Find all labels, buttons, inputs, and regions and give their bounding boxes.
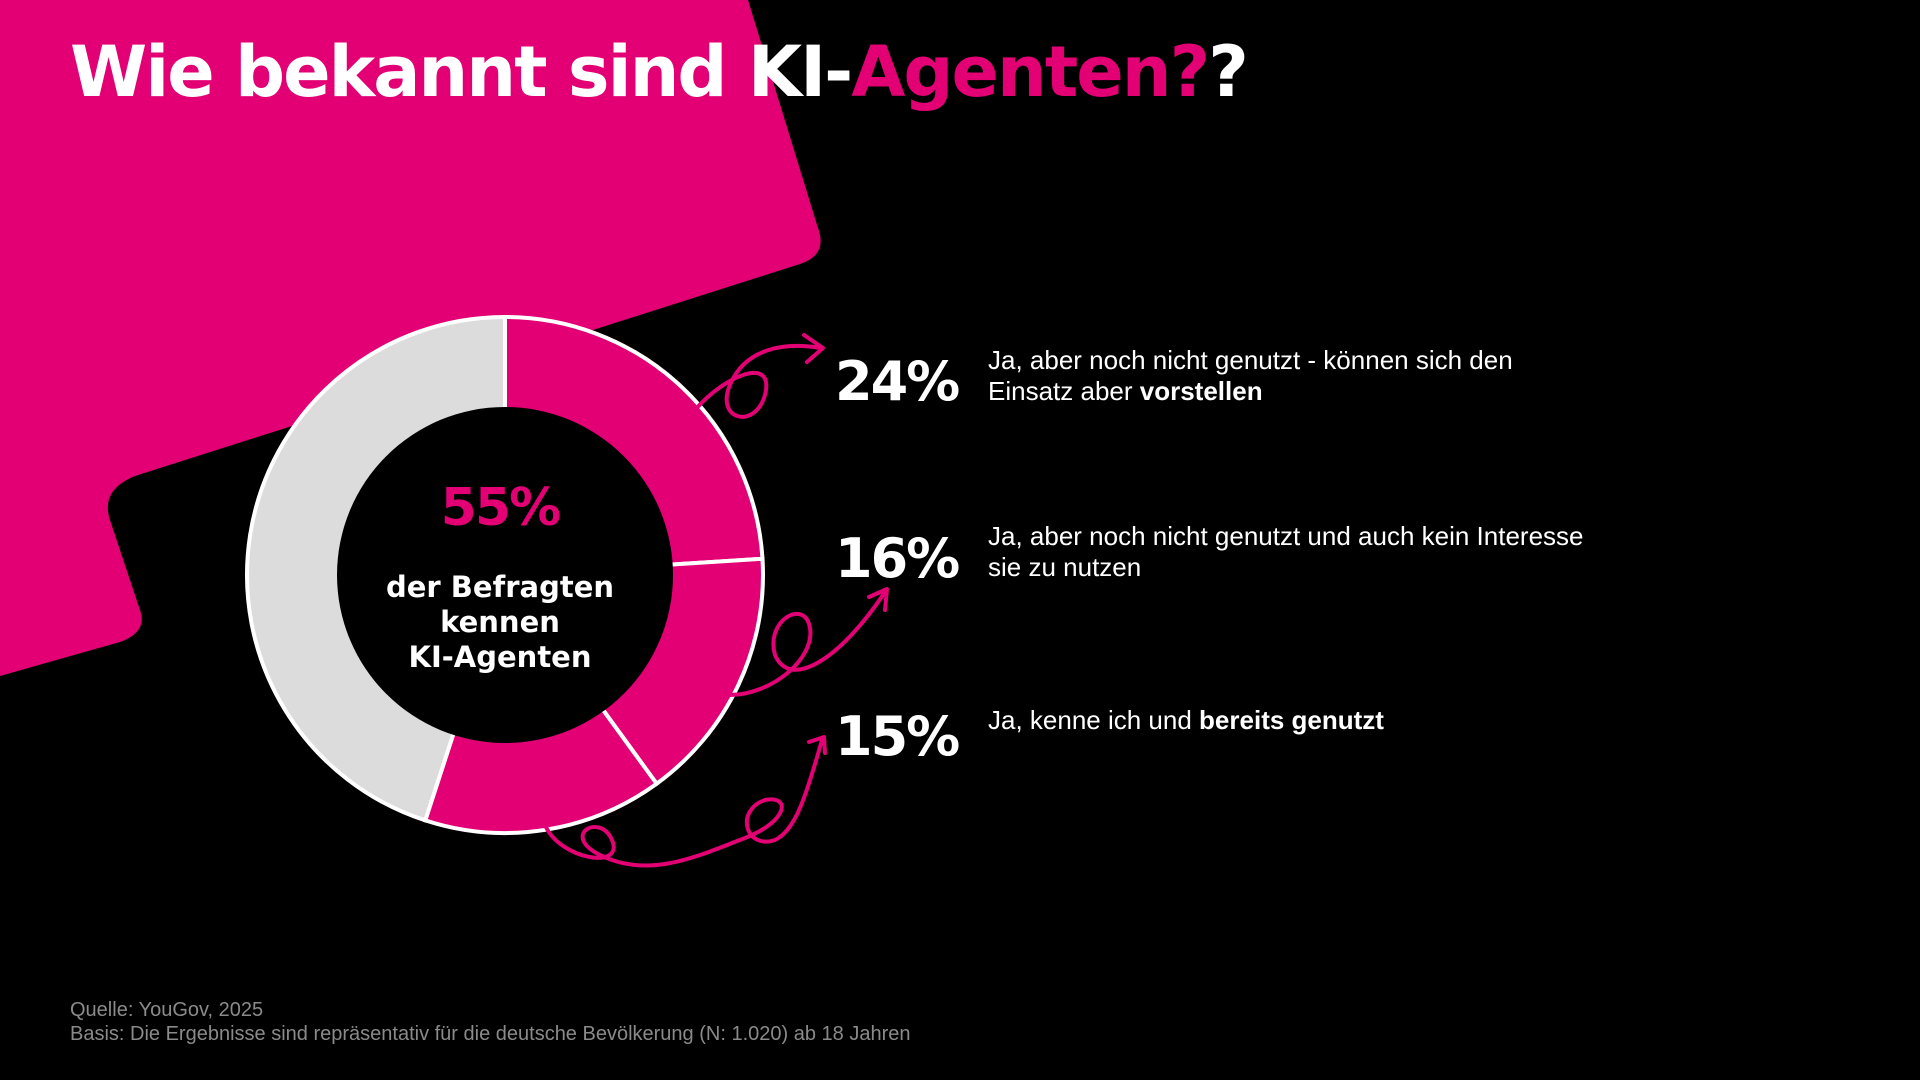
arrowhead-24 [802, 333, 825, 364]
center-label-line3: KI-Agenten [408, 640, 592, 674]
footer-basis: Basis: Die Ergebnisse sind repräsentativ… [70, 1023, 911, 1045]
arrow-15 [543, 738, 824, 868]
arrow-24 [693, 344, 822, 419]
stat-desc-16-line2-plain: sie zu nutzen [988, 552, 1142, 582]
title-part2: ? [1208, 31, 1249, 113]
center-label-line2: kennen [440, 605, 560, 639]
center-percent: 55% [440, 478, 561, 538]
stat-desc-16-line1: Ja, aber noch nicht genutzt und auch kei… [988, 521, 1584, 551]
stat-desc-24: Ja, aber noch nicht genutzt - können sic… [988, 345, 1688, 407]
stat-desc-15: Ja, kenne ich und bereits genutzt [988, 705, 1688, 736]
center-label-line1: der Befragten [385, 570, 615, 604]
footer: Quelle: YouGov, 2025 Basis: Die Ergebnis… [70, 998, 910, 1046]
stat-desc-16-line2: sie zu nutzen [988, 552, 1688, 583]
stat-desc-24-line2-bold: vorstellen [1139, 376, 1263, 406]
donut-hole [337, 407, 673, 743]
arrowhead-16 [867, 587, 889, 612]
stat-desc-24-line2: Einsatz aber vorstellen [988, 376, 1688, 407]
title-part1: Wie bekannt sind KI- [70, 31, 853, 113]
stat-value-15: 15% [835, 705, 960, 768]
stat-desc-15-bold: bereits genutzt [1199, 705, 1384, 735]
page-title: Wie bekannt sind KI-Agenten?? [70, 31, 1249, 113]
stat-value-24: 24% [835, 350, 960, 413]
stat-value-16: 16% [835, 527, 960, 590]
arrow-16 [728, 590, 887, 697]
footer-source: Quelle: YouGov, 2025 [70, 999, 264, 1021]
stat-desc-24-line2-plain: Einsatz aber [988, 376, 1140, 406]
stat-desc-16: Ja, aber noch nicht genutzt und auch kei… [988, 521, 1688, 583]
arrowhead-15 [807, 735, 827, 755]
stat-desc-15-plain: Ja, kenne ich und [988, 705, 1200, 735]
stat-desc-15-line1: Ja, kenne ich und bereits genutzt [988, 705, 1688, 736]
stat-desc-24-line1: Ja, aber noch nicht genutzt - können sic… [988, 345, 1513, 375]
center-label: der Befragten kennen KI-Agenten [370, 570, 630, 675]
title-accent: Agenten? [851, 31, 1210, 113]
